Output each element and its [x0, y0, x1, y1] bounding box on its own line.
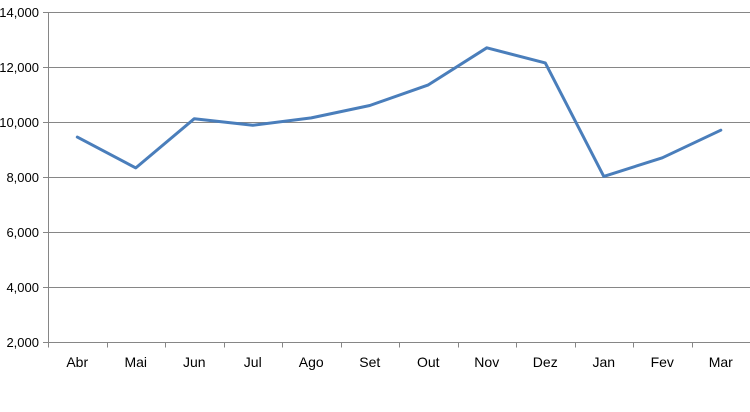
x-axis-tick-labels: Abr Mai Jun Jul Ago Set Out Nov Dez Jan Fev Mar — [66, 354, 733, 370]
x-tick-label: Jan — [592, 354, 615, 370]
y-tick-label: 14,000 — [0, 5, 39, 20]
x-tick-label: Jul — [244, 354, 262, 370]
x-tick-label: Dez — [533, 354, 558, 370]
y-tick-label: 6,000 — [6, 225, 39, 240]
x-tick-label: Mar — [709, 354, 733, 370]
series-line — [75, 46, 723, 178]
y-axis-tick-labels: 2,000 4,000 6,000 8,000 10,000 12,000 14,000 — [0, 5, 39, 350]
x-tick-label: Fev — [651, 354, 674, 370]
axes — [43, 12, 750, 348]
x-tick-label: Abr — [66, 354, 88, 370]
y-tick-label: 8,000 — [6, 170, 39, 185]
y-tick-label: 2,000 — [6, 335, 39, 350]
y-tick-label: 12,000 — [0, 60, 39, 75]
gridlines — [48, 12, 750, 288]
x-tick-label: Set — [359, 354, 380, 370]
x-tick-label: Mai — [124, 354, 147, 370]
x-tick-label: Jun — [183, 354, 206, 370]
x-tick-label: Ago — [299, 354, 324, 370]
series-layer — [75, 46, 723, 178]
x-tick-label: Out — [417, 354, 440, 370]
y-tick-label: 4,000 — [6, 280, 39, 295]
x-tick-label: Nov — [474, 354, 499, 370]
y-tick-label: 10,000 — [0, 115, 39, 130]
